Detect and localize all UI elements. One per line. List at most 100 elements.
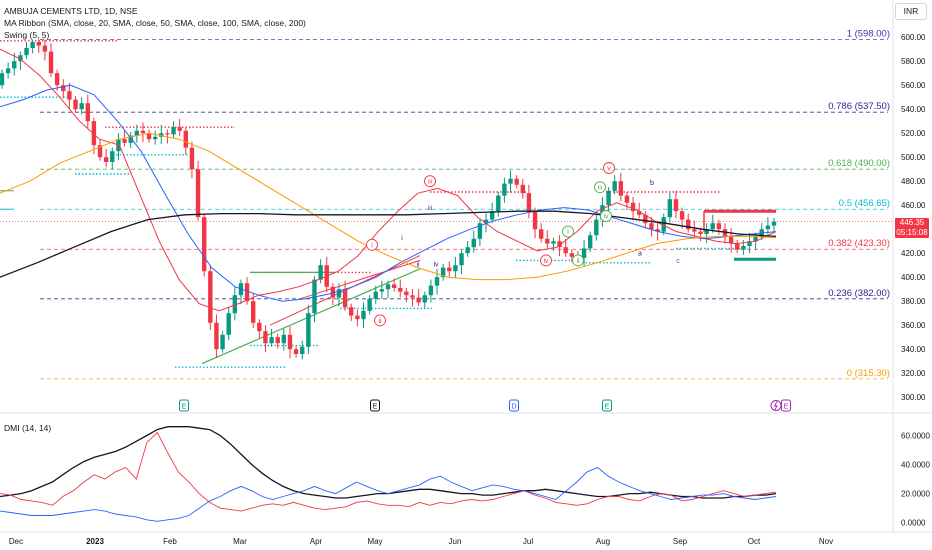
time-axis-label: 2023	[86, 537, 104, 546]
candle-body	[61, 85, 66, 92]
candle-body	[12, 61, 17, 69]
candle-body	[747, 241, 752, 246]
candle-body	[741, 246, 746, 250]
candle-body	[122, 139, 127, 143]
candle-body	[502, 183, 507, 196]
candle-body	[18, 55, 23, 62]
candle-body	[67, 91, 72, 100]
wave-label: i	[567, 229, 569, 236]
price-tick-label: 580.00	[901, 57, 926, 66]
candle-body	[624, 195, 630, 203]
lightning-icon	[773, 401, 778, 410]
price-tick-label: 540.00	[901, 105, 926, 114]
candle-body	[526, 193, 532, 212]
dmi-tick-label: 20.0000	[901, 490, 930, 499]
event-marker	[370, 399, 380, 412]
candle-body	[263, 331, 268, 344]
candle-body	[459, 253, 464, 266]
candle-body	[134, 130, 139, 136]
candle-body	[373, 291, 378, 299]
candle-body	[0, 73, 5, 86]
candle-body	[704, 229, 709, 234]
price-tick-label: 600.00	[901, 33, 926, 42]
time-axis-label: Apr	[310, 537, 323, 546]
symbol-title[interactable]: AMBUJA CEMENTS LTD, 1D, NSE	[4, 6, 138, 16]
wave-label: v	[607, 166, 611, 173]
candle-body	[532, 211, 538, 230]
candle-body	[477, 223, 483, 239]
candle-body	[440, 267, 446, 278]
candle-body	[753, 236, 758, 242]
candle-body	[177, 127, 182, 131]
price-tick-label: 380.00	[901, 297, 926, 306]
candle-body	[465, 247, 470, 254]
candle-body	[97, 145, 103, 158]
dividend-marker	[770, 400, 782, 411]
dmi-line	[0, 466, 777, 522]
wave-label: iv	[603, 214, 609, 221]
candle-body	[300, 346, 305, 354]
candle-body	[514, 178, 519, 185]
candle-body	[201, 217, 207, 272]
price-tick-label: 520.00	[901, 129, 926, 138]
currency-selector[interactable]: INR	[895, 3, 927, 20]
candle-body	[226, 313, 231, 335]
candle-body	[643, 214, 648, 224]
candle-body	[428, 285, 434, 296]
candle-body	[183, 130, 189, 148]
candle-body	[220, 334, 225, 350]
time-axis-label: Mar	[233, 537, 247, 546]
candle-body	[367, 298, 372, 311]
time-axis-label: Oct	[748, 537, 761, 546]
price-tick-label: 360.00	[901, 321, 926, 330]
candle-body	[361, 310, 366, 320]
candle-body	[538, 229, 544, 239]
candle-body	[214, 322, 219, 350]
event-marker-label: E	[784, 404, 789, 411]
candle-body	[557, 241, 562, 248]
dmi-legend[interactable]: DMI (14, 14)	[4, 423, 52, 433]
candle-body	[269, 337, 274, 344]
dmi-line	[0, 431, 777, 512]
candle-body	[195, 169, 201, 218]
candle-body	[667, 199, 673, 218]
time-axis-label: May	[367, 537, 382, 546]
candle-body	[48, 51, 54, 74]
candle-body	[342, 289, 348, 308]
last-price-tag: 446.35 05:15:08	[895, 218, 929, 238]
event-marker-label: E	[373, 404, 378, 411]
candle-body	[716, 223, 722, 230]
candle-body	[189, 147, 195, 170]
price-tick-label: 300.00	[901, 393, 926, 402]
wave-label-circle	[603, 162, 615, 174]
candle-body	[140, 130, 146, 134]
wave-label: b	[650, 180, 654, 187]
candle-body	[649, 223, 654, 230]
candle-body	[710, 223, 715, 230]
wave-label-circle	[572, 254, 584, 267]
wave-label: i	[371, 242, 373, 249]
trend-line-red	[299, 259, 421, 300]
ma-ribbon-legend[interactable]: MA Ribbon (SMA, close, 20, SMA, close, 5…	[4, 18, 306, 28]
candle-body	[563, 247, 568, 254]
candle-body	[318, 265, 323, 280]
candle-body	[275, 337, 280, 344]
candle-body	[612, 181, 617, 191]
candle-body	[287, 334, 293, 350]
candle-body	[673, 199, 679, 212]
swing-legend[interactable]: Swing (5, 5)	[4, 30, 50, 40]
trend-line-green	[201, 268, 421, 365]
wave-label: ii	[576, 258, 580, 265]
moving-average-line	[0, 84, 777, 302]
candle-body	[232, 295, 238, 314]
wave-label-circle	[374, 314, 386, 327]
candle-body	[661, 217, 666, 232]
candle-body	[5, 68, 11, 74]
candle-body	[422, 295, 427, 303]
fib-level-label: 0.786 (537.50)	[828, 101, 890, 112]
candle-body	[30, 42, 35, 48]
event-marker	[509, 399, 519, 412]
candle-body	[489, 211, 495, 220]
time-axis-label: Jul	[523, 537, 533, 546]
